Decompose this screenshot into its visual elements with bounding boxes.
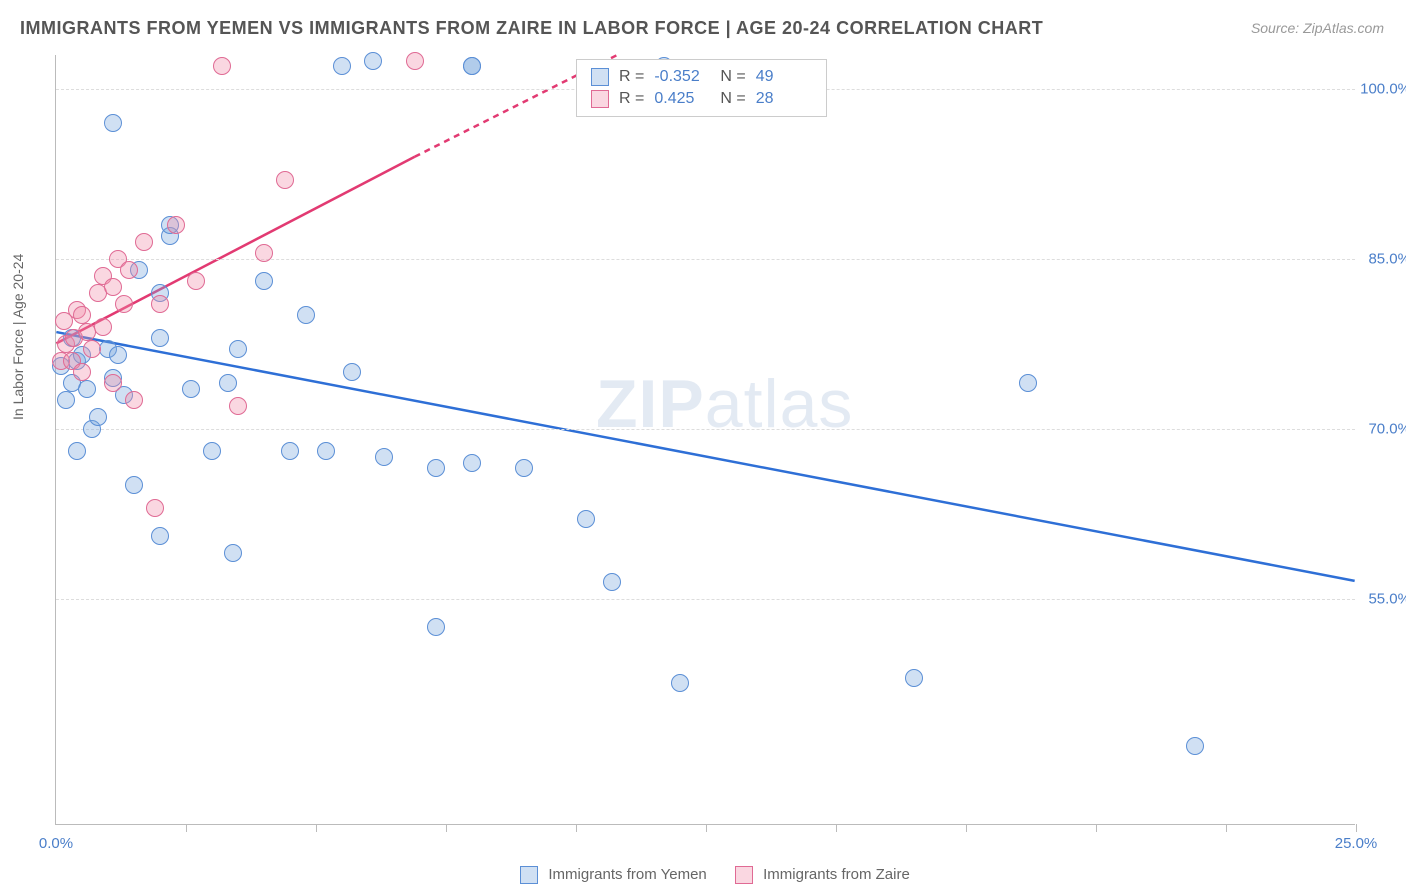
- scatter-point-zaire: [83, 340, 101, 358]
- scatter-point-yemen: [1186, 737, 1204, 755]
- scatter-point-zaire: [104, 374, 122, 392]
- scatter-point-zaire: [120, 261, 138, 279]
- scatter-point-yemen: [125, 476, 143, 494]
- source-credit: Source: ZipAtlas.com: [1251, 20, 1384, 36]
- xtick: [1096, 824, 1097, 832]
- scatter-point-yemen: [463, 57, 481, 75]
- scatter-point-yemen: [343, 363, 361, 381]
- scatter-point-zaire: [406, 52, 424, 70]
- scatter-point-yemen: [671, 674, 689, 692]
- scatter-point-zaire: [73, 363, 91, 381]
- xtick: [966, 824, 967, 832]
- scatter-point-zaire: [229, 397, 247, 415]
- legend-swatch: [591, 68, 609, 86]
- gridline: [56, 429, 1355, 430]
- xtick: [576, 824, 577, 832]
- scatter-point-yemen: [333, 57, 351, 75]
- scatter-point-zaire: [151, 295, 169, 313]
- xtick: [1356, 824, 1357, 832]
- scatter-point-yemen: [109, 346, 127, 364]
- scatter-point-yemen: [151, 527, 169, 545]
- xtick: [1226, 824, 1227, 832]
- scatter-point-yemen: [203, 442, 221, 460]
- legend-r-value: -0.352: [654, 68, 710, 86]
- watermark-bold: ZIP: [596, 366, 705, 442]
- legend-r-label: R =: [619, 90, 644, 108]
- scatter-point-yemen: [281, 442, 299, 460]
- scatter-point-yemen: [219, 374, 237, 392]
- scatter-point-yemen: [104, 114, 122, 132]
- scatter-point-zaire: [125, 391, 143, 409]
- scatter-point-yemen: [515, 459, 533, 477]
- scatter-point-zaire: [94, 318, 112, 336]
- scatter-point-yemen: [297, 306, 315, 324]
- xtick: [446, 824, 447, 832]
- legend-r-label: R =: [619, 68, 644, 86]
- scatter-point-yemen: [1019, 374, 1037, 392]
- legend-label-yemen: Immigrants from Yemen: [548, 866, 706, 883]
- scatter-point-yemen: [364, 52, 382, 70]
- trend-lines: [56, 55, 1355, 824]
- ytick-label: 85.0%: [1368, 250, 1406, 267]
- scatter-point-yemen: [89, 408, 107, 426]
- scatter-point-yemen: [255, 272, 273, 290]
- scatter-point-zaire: [276, 171, 294, 189]
- xtick: [186, 824, 187, 832]
- legend-n-label: N =: [720, 90, 745, 108]
- scatter-point-yemen: [68, 442, 86, 460]
- scatter-point-zaire: [213, 57, 231, 75]
- xtick: [316, 824, 317, 832]
- scatter-point-zaire: [255, 244, 273, 262]
- watermark-rest: atlas: [705, 366, 854, 442]
- legend-n-label: N =: [720, 68, 745, 86]
- legend-n-value: 28: [756, 90, 812, 108]
- legend-label-zaire: Immigrants from Zaire: [763, 866, 910, 883]
- scatter-point-zaire: [73, 306, 91, 324]
- chart-title: IMMIGRANTS FROM YEMEN VS IMMIGRANTS FROM…: [20, 18, 1043, 39]
- scatter-point-yemen: [905, 669, 923, 687]
- xtick-label: 25.0%: [1335, 835, 1378, 852]
- legend-r-value: 0.425: [654, 90, 710, 108]
- scatter-point-zaire: [104, 278, 122, 296]
- legend-swatch-yemen: [520, 866, 538, 884]
- xtick-label: 0.0%: [39, 835, 73, 852]
- correlation-legend: R = -0.352 N = 49 R = 0.425 N = 28: [576, 59, 827, 117]
- plot-area: ZIPatlas 55.0%70.0%85.0%100.0%0.0%25.0%R…: [55, 55, 1355, 825]
- ytick-label: 55.0%: [1368, 590, 1406, 607]
- scatter-point-yemen: [427, 618, 445, 636]
- ytick-label: 100.0%: [1360, 80, 1406, 97]
- legend-row-yemen: R = -0.352 N = 49: [591, 66, 812, 88]
- scatter-point-yemen: [78, 380, 96, 398]
- scatter-point-yemen: [224, 544, 242, 562]
- scatter-point-zaire: [167, 216, 185, 234]
- scatter-point-zaire: [135, 233, 153, 251]
- scatter-point-yemen: [182, 380, 200, 398]
- scatter-point-zaire: [146, 499, 164, 517]
- gridline: [56, 599, 1355, 600]
- ytick-label: 70.0%: [1368, 420, 1406, 437]
- scatter-point-zaire: [187, 272, 205, 290]
- legend-swatch-zaire: [735, 866, 753, 884]
- scatter-point-yemen: [229, 340, 247, 358]
- scatter-point-yemen: [463, 454, 481, 472]
- xtick: [706, 824, 707, 832]
- scatter-point-yemen: [427, 459, 445, 477]
- y-axis-label: In Labor Force | Age 20-24: [10, 254, 26, 420]
- xtick: [836, 824, 837, 832]
- legend-n-value: 49: [756, 68, 812, 86]
- gridline: [56, 259, 1355, 260]
- watermark: ZIPatlas: [596, 365, 853, 443]
- scatter-point-yemen: [57, 391, 75, 409]
- legend-swatch: [591, 90, 609, 108]
- legend-row-zaire: R = 0.425 N = 28: [591, 88, 812, 110]
- scatter-point-yemen: [603, 573, 621, 591]
- scatter-point-yemen: [151, 329, 169, 347]
- scatter-point-yemen: [317, 442, 335, 460]
- legend-bottom: Immigrants from Yemen Immigrants from Za…: [0, 866, 1406, 884]
- scatter-point-yemen: [375, 448, 393, 466]
- scatter-point-zaire: [115, 295, 133, 313]
- scatter-point-yemen: [577, 510, 595, 528]
